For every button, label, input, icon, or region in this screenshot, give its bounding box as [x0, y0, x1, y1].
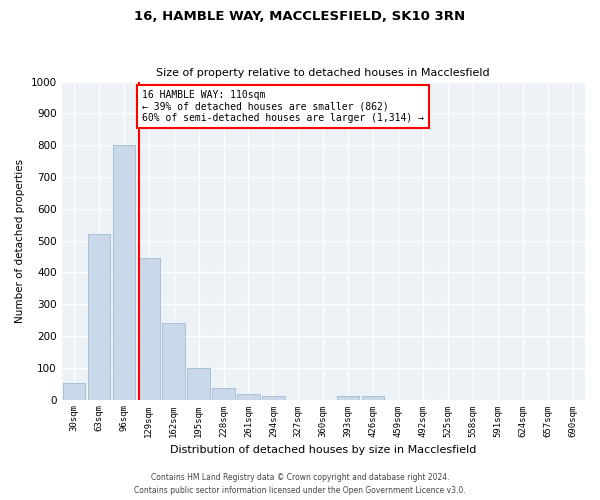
Bar — [113, 145, 135, 400]
Bar — [337, 396, 359, 400]
Text: 16, HAMBLE WAY, MACCLESFIELD, SK10 3RN: 16, HAMBLE WAY, MACCLESFIELD, SK10 3RN — [134, 10, 466, 23]
Bar — [237, 394, 260, 400]
Bar — [88, 234, 110, 400]
Text: 16 HAMBLE WAY: 110sqm
← 39% of detached houses are smaller (862)
60% of semi-det: 16 HAMBLE WAY: 110sqm ← 39% of detached … — [142, 90, 424, 122]
Bar — [212, 388, 235, 400]
Bar — [137, 258, 160, 400]
Title: Size of property relative to detached houses in Macclesfield: Size of property relative to detached ho… — [157, 68, 490, 78]
Bar — [362, 396, 385, 400]
X-axis label: Distribution of detached houses by size in Macclesfield: Distribution of detached houses by size … — [170, 445, 476, 455]
Text: Contains HM Land Registry data © Crown copyright and database right 2024.
Contai: Contains HM Land Registry data © Crown c… — [134, 474, 466, 495]
Bar — [262, 396, 284, 400]
Bar — [187, 368, 210, 400]
Bar — [163, 323, 185, 400]
Bar — [63, 383, 85, 400]
Y-axis label: Number of detached properties: Number of detached properties — [15, 158, 25, 322]
